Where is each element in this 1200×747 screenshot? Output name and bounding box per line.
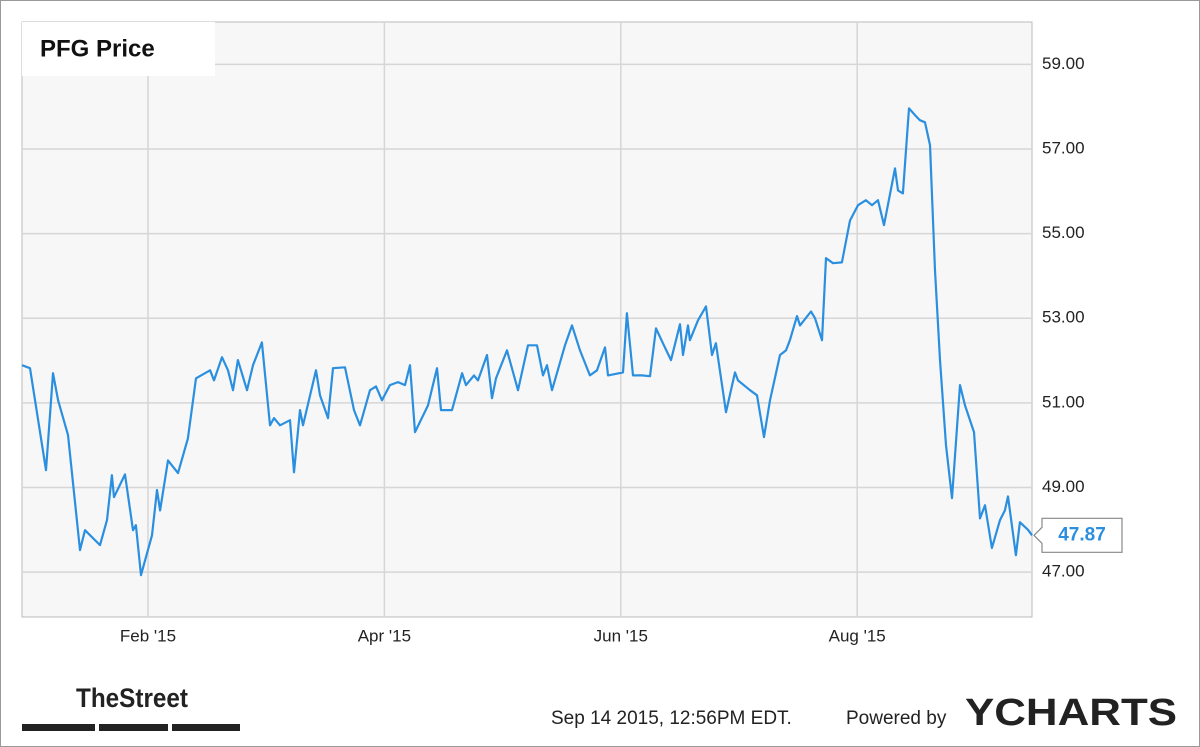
source-logo: TheStreet (22, 683, 240, 731)
x-tick-label: Apr '15 (358, 626, 411, 645)
y-tick-label: 59.00 (1042, 54, 1085, 73)
logo-bar (172, 724, 240, 731)
y-tick-label: 51.00 (1042, 392, 1085, 411)
last-value-label: 47.87 (1058, 524, 1106, 545)
price-line (21, 107, 1033, 577)
logo-bar (99, 724, 168, 731)
timestamp: Sep 14 2015, 12:56PM EDT. (551, 708, 792, 729)
y-tick-label: 57.00 (1042, 138, 1085, 157)
logo-bar (22, 724, 95, 731)
x-tick-label: Aug '15 (829, 626, 886, 645)
brand: YCHARTS (965, 692, 1177, 734)
y-tick-label: 47.00 (1042, 562, 1085, 581)
y-tick-label: 55.00 (1042, 223, 1085, 242)
y-tick-label: 53.00 (1042, 308, 1085, 327)
last-value-box (1033, 517, 1123, 553)
powered-by: Powered by (846, 708, 947, 729)
title-box (22, 22, 215, 76)
chart-title: PFG Price (40, 35, 155, 62)
x-tick-label: Feb '15 (120, 626, 176, 645)
source-logo-text: TheStreet (76, 683, 188, 713)
plot-area (21, 21, 1033, 618)
x-tick-label: Jun '15 (594, 626, 648, 645)
y-tick-label: 49.00 (1042, 477, 1085, 496)
